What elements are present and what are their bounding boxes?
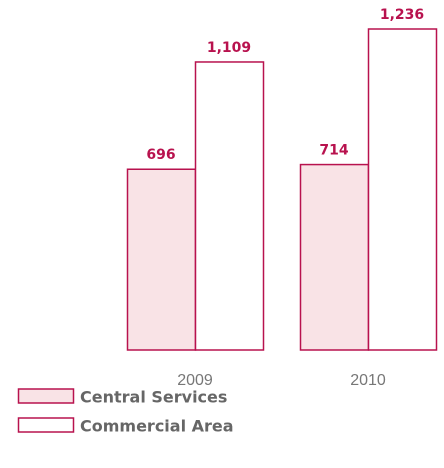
legend-swatch [17,388,75,404]
legend-label: Commercial Area [80,417,234,436]
x-tick-label: 2010 [350,372,386,389]
legend-swatch [17,417,75,433]
value-label: 714 [319,143,348,159]
x-tick-label: 2009 [177,372,213,389]
bar [367,28,438,351]
value-label: 1,109 [207,40,251,56]
legend-label: Central Services [80,388,227,407]
bar [194,61,265,351]
value-label: 696 [146,147,175,163]
bar [126,168,197,351]
bar [299,163,370,351]
value-label: 1,236 [380,7,424,23]
